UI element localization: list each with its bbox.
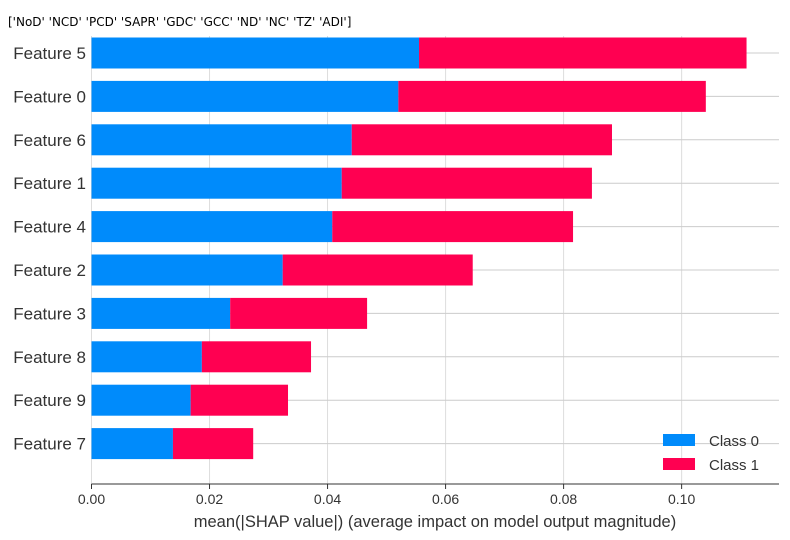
bar-class-0 bbox=[91, 211, 333, 243]
y-tick-label: Feature 8 bbox=[13, 348, 86, 367]
bar-class-1 bbox=[419, 37, 747, 69]
x-tick-label: 0.04 bbox=[314, 491, 341, 507]
bars bbox=[91, 37, 747, 460]
bar-class-0 bbox=[91, 384, 191, 416]
legend-swatch bbox=[663, 458, 695, 470]
bar-class-1 bbox=[230, 297, 368, 329]
bar-class-0 bbox=[91, 80, 399, 112]
bar-class-1 bbox=[172, 428, 254, 460]
y-tick-label: Feature 1 bbox=[13, 174, 86, 193]
chart-title: ['NoD' 'NCD' 'PCD' 'SAPR' 'GDC' 'GCC' 'N… bbox=[8, 15, 351, 29]
x-tick-label: 0.00 bbox=[78, 491, 105, 507]
x-tick-label: 0.10 bbox=[668, 491, 695, 507]
legend-swatch bbox=[663, 434, 695, 446]
bar-class-1 bbox=[341, 167, 592, 199]
y-tick-labels: Feature 5 Feature 0 Feature 6 Feature 1 Feat… bbox=[13, 44, 86, 454]
x-axis-label: mean(|SHAP value|) (average impact on mo… bbox=[194, 513, 676, 531]
y-tick-label: Feature 4 bbox=[13, 218, 86, 237]
bar-class-0 bbox=[91, 341, 202, 373]
legend-label: Class 0 bbox=[709, 433, 759, 450]
bar-class-0 bbox=[91, 37, 420, 69]
bar-class-0 bbox=[91, 124, 352, 156]
x-ticks: 0.00 0.02 0.04 0.06 0.08 0.10 bbox=[78, 484, 695, 507]
legend: Class 0 Class 1 bbox=[663, 433, 759, 474]
bar-class-1 bbox=[351, 124, 612, 156]
x-tick-label: 0.06 bbox=[432, 491, 459, 507]
y-tick-label: Feature 5 bbox=[13, 44, 86, 63]
y-tick-label: Feature 2 bbox=[13, 261, 86, 280]
bar-class-1 bbox=[201, 341, 312, 373]
bar-class-0 bbox=[91, 297, 231, 329]
y-tick-label: Feature 3 bbox=[13, 304, 86, 323]
legend-label: Class 1 bbox=[709, 457, 759, 474]
y-tick-label: Feature 9 bbox=[13, 391, 86, 410]
y-tick-label: Feature 0 bbox=[13, 87, 86, 106]
bar-class-1 bbox=[332, 211, 574, 243]
bar-class-0 bbox=[91, 254, 283, 286]
bar-class-1 bbox=[282, 254, 473, 286]
y-tick-label: Feature 7 bbox=[13, 435, 86, 454]
bar-class-1 bbox=[190, 384, 289, 416]
bar-class-0 bbox=[91, 428, 173, 460]
bar-class-0 bbox=[91, 167, 342, 199]
bar-class-1 bbox=[398, 80, 706, 112]
x-tick-label: 0.02 bbox=[196, 491, 223, 507]
x-tick-label: 0.08 bbox=[550, 491, 577, 507]
y-tick-label: Feature 6 bbox=[13, 131, 86, 150]
